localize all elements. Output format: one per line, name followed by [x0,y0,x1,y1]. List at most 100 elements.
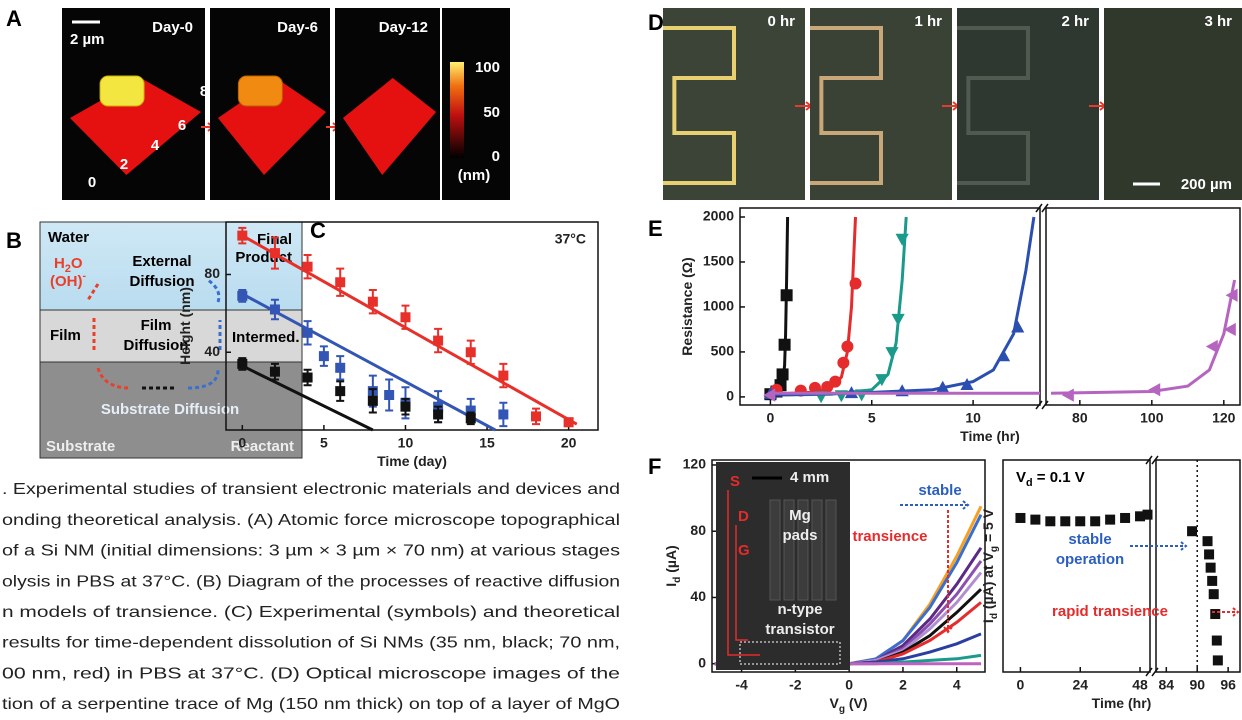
panel-label: E [648,216,663,241]
point [960,378,974,391]
y-axis-label-part: I [663,583,679,587]
condition-label-part: = 0.1 V [1033,469,1085,486]
point [318,351,329,362]
point [465,405,476,416]
frame-label: Day-0 [152,19,193,36]
caption-line: olysis in PBS at 37°C. (B) Diagram of th… [2,573,620,590]
point [776,368,789,381]
point [1205,562,1216,573]
point [1148,383,1161,397]
x-tick-label: 20 [561,435,577,451]
annotation-arrow [1212,607,1240,617]
point [1015,512,1026,523]
diffusion-arrow [96,367,131,390]
frame-label: 2 hr [1061,13,1089,30]
point [837,356,850,369]
x-axis-label-part: V [829,695,839,711]
x-tick-label: 84 [1159,677,1175,693]
x-tick-label: 10 [965,410,981,426]
diagram-label: Film [50,327,81,344]
point [1204,549,1215,560]
point [302,327,313,338]
diagram-label: Diffusion [130,273,195,290]
x-tick-label: 24 [1072,677,1088,693]
axis-break [1035,400,1049,410]
axis-break [1145,455,1159,465]
point [1105,514,1116,525]
chart-title: 37°C [555,231,586,247]
photo-label: n-type [778,601,823,618]
x-axis-label-part: (V) [845,695,868,711]
point [433,335,444,346]
panel-label: C [310,218,326,243]
point [237,358,248,369]
y-axis-label-part: Height (nm) [177,287,193,365]
caption-line: . Experimental studies of transient elec… [2,481,620,498]
scale-bar-label: 4 mm [790,469,829,486]
x-tick-label: 96 [1220,677,1236,693]
point [1208,589,1219,600]
point [891,313,905,326]
point [367,296,378,307]
x-tick-label: -4 [735,677,748,693]
point [1120,512,1131,523]
fit-line [241,364,374,432]
y-tick-label: 1000 [703,298,734,314]
point [563,417,574,428]
y-tick-label: 40 [690,588,706,604]
point [778,338,791,351]
pad [825,499,837,601]
plot-frame [1045,207,1241,406]
y-tick-label: 2000 [703,208,734,224]
axis-tick-label: 2 [120,156,128,173]
x-axis-label-part: Time (day) [377,453,447,469]
x-axis-label: Vg (V) [829,695,867,715]
point [302,261,313,272]
x-tick-label: 100 [1140,410,1164,426]
device-outline [739,641,841,665]
condition-label-part: V [1016,469,1026,486]
point [841,340,854,353]
fit-line [1050,279,1237,395]
frame-label: 3 hr [1204,13,1232,30]
x-tick-label: 120 [1212,410,1236,426]
scale-bar-label: 200 µm [1181,176,1232,193]
axis-tick-label: 0 [88,174,96,191]
y-axis-label: Resistance (Ω) [679,257,695,355]
y-axis-label-part: g [989,546,1000,552]
annotation-arrow [943,510,953,634]
y-axis-label-part: d [989,613,1000,619]
diagram-label: (OH)- [50,270,87,290]
point [400,401,411,412]
diagram-label: Film [141,317,172,334]
film-layer [39,309,303,363]
y-tick-label: 500 [711,343,735,359]
point [465,347,476,358]
point [885,347,899,360]
scale-bar-label: 2 µm [70,31,105,48]
axis-tick-label: 8 [200,83,208,100]
frame-label: 0 hr [767,13,795,30]
point [875,374,889,387]
annotation: stable [1068,531,1111,548]
point [936,380,950,393]
panel-label: F [648,454,661,479]
annotation: rapid transience [1052,603,1168,620]
point [335,362,346,373]
y-tick-label: 0 [726,388,734,404]
diagram-label-part: (OH) [50,273,83,290]
point [1225,288,1238,302]
point [780,289,793,302]
point [1142,509,1153,520]
serpentine-trace [810,26,883,185]
substrate-layer [39,361,303,459]
point [498,409,509,420]
point [1060,516,1071,527]
point [1187,526,1198,537]
terminal-lines [727,490,760,656]
pad [811,499,823,601]
frame-label: Day-6 [277,19,318,36]
diagram-label-part: O [71,255,83,272]
point [1061,388,1074,402]
colorbar-tick: 50 [483,104,500,121]
